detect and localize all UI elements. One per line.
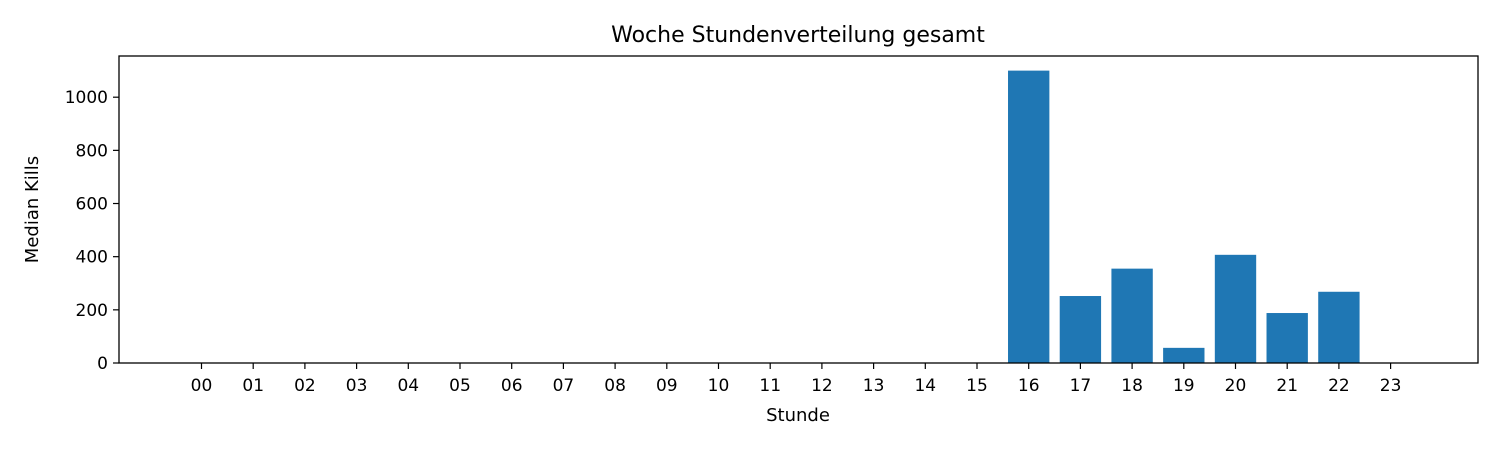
y-tick-label: 1000 <box>65 88 108 108</box>
bar-17 <box>1059 296 1102 363</box>
y-tick-label: 0 <box>97 354 108 374</box>
x-tick-label: 08 <box>604 376 626 396</box>
x-tick-label: 18 <box>1121 376 1143 396</box>
x-tick-label: 23 <box>1380 376 1402 396</box>
y-tick-label: 400 <box>76 248 108 268</box>
y-tick-label: 200 <box>76 301 108 321</box>
bar-16 <box>1008 70 1050 364</box>
x-tick-label: 21 <box>1276 376 1298 396</box>
y-axis-ticks: 0 200 400 600 800 1000 <box>65 88 119 374</box>
bar-21 <box>1266 313 1308 363</box>
x-tick-label: 17 <box>1070 376 1092 396</box>
chart-title: Woche Stundenverteilung gesamt <box>611 23 985 48</box>
x-axis-label: Stunde <box>766 405 830 426</box>
x-tick-label: 02 <box>294 376 316 396</box>
x-tick-label: 01 <box>242 376 264 396</box>
x-tick-label: 15 <box>966 376 988 396</box>
x-tick-label: 12 <box>811 376 833 396</box>
y-tick-label: 800 <box>76 141 108 161</box>
bars-group <box>1008 70 1360 364</box>
bar-19 <box>1163 347 1205 363</box>
bar-22 <box>1318 291 1360 363</box>
x-tick-label: 14 <box>914 376 936 396</box>
x-tick-label: 13 <box>863 376 885 396</box>
bar-18 <box>1111 268 1153 363</box>
x-tick-label: 00 <box>191 376 213 396</box>
x-tick-label: 07 <box>553 376 575 396</box>
x-axis-ticks: 00 01 02 03 04 05 06 07 08 09 10 11 12 13 14 15 16 17 18 19… <box>191 363 1402 396</box>
x-tick-label: 09 <box>656 376 678 396</box>
x-tick-label: 10 <box>708 376 730 396</box>
x-tick-label: 04 <box>397 376 419 396</box>
x-tick-label: 06 <box>501 376 523 396</box>
x-tick-label: 19 <box>1173 376 1195 396</box>
x-tick-label: 16 <box>1018 376 1040 396</box>
x-tick-label: 20 <box>1225 376 1247 396</box>
x-tick-label: 03 <box>346 376 368 396</box>
x-tick-label: 05 <box>449 376 471 396</box>
plot-frame <box>118 55 1479 364</box>
y-axis-label: Median Kills <box>22 156 43 263</box>
x-tick-label: 11 <box>759 376 781 396</box>
x-tick-label: 22 <box>1328 376 1350 396</box>
y-tick-label: 600 <box>76 195 108 215</box>
bar-20 <box>1214 254 1257 363</box>
